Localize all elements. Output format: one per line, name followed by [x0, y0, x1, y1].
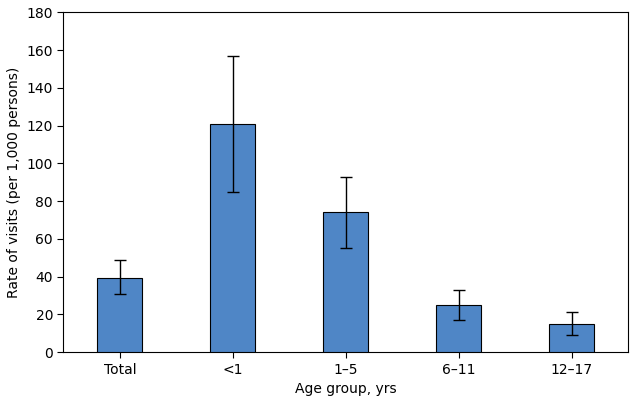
Bar — [549, 324, 594, 352]
X-axis label: Age group, yrs: Age group, yrs — [295, 382, 396, 396]
Y-axis label: Rate of visits (per 1,000 persons): Rate of visits (per 1,000 persons) — [7, 66, 21, 298]
Bar — [97, 278, 142, 352]
Bar — [210, 124, 255, 352]
Bar — [436, 305, 481, 352]
Bar — [323, 212, 368, 352]
